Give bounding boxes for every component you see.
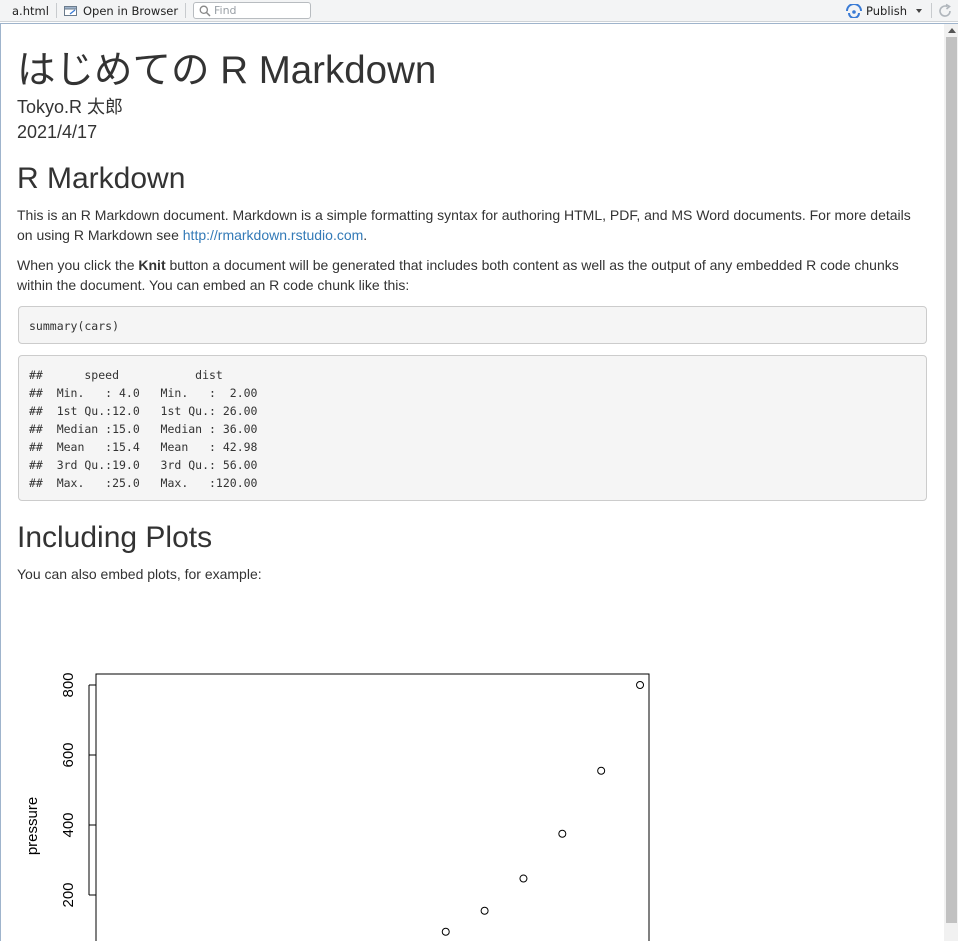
paragraph-knit: When you click the Knit button a documen… xyxy=(17,255,922,295)
code-output: ## speed dist ## Min. : 4.0 Min. : 2.00 … xyxy=(18,355,927,501)
output-line: ## Min. : 4.0 Min. : 2.00 xyxy=(29,386,272,400)
toolbar-separator xyxy=(56,3,57,18)
publish-dropdown-icon[interactable] xyxy=(916,9,922,13)
refresh-icon[interactable] xyxy=(937,3,953,19)
paragraph-knit-after: button a document will be generated that… xyxy=(17,257,899,293)
publish-label: Publish xyxy=(866,4,907,18)
output-line: ## 1st Qu.:12.0 1st Qu.: 26.00 xyxy=(29,404,272,418)
vertical-scrollbar[interactable] xyxy=(944,24,958,941)
section-heading-including-plots: Including Plots xyxy=(17,521,213,554)
data-point xyxy=(597,766,606,775)
data-point xyxy=(480,906,489,915)
data-point xyxy=(636,681,645,689)
paragraph-intro-text: This is an R Markdown document. Markdown… xyxy=(17,207,911,243)
plot-frame xyxy=(95,673,650,941)
section-heading-r-markdown: R Markdown xyxy=(17,162,186,195)
paragraph-intro-end: . xyxy=(363,227,368,243)
paragraph-knit-before: When you click the xyxy=(17,257,139,273)
output-line: ## 3rd Qu.:19.0 3rd Qu.: 56.00 xyxy=(29,458,272,472)
publish-icon xyxy=(846,4,862,18)
search-icon xyxy=(199,5,211,17)
output-line: ## Max. :25.0 Max. :120.00 xyxy=(29,476,272,490)
y-tick-label: 600 xyxy=(60,742,77,767)
open-in-browser-button[interactable]: Open in Browser xyxy=(64,3,178,19)
viewer-toolbar: a.html Open in Browser Publish xyxy=(0,0,958,22)
code-chunk: summary(cars) xyxy=(18,306,927,344)
document-title: はじめての R Markdown xyxy=(17,49,437,92)
y-axis-label: pressure xyxy=(24,797,41,855)
data-point xyxy=(558,829,567,838)
pressure-plot: pressure 200 400 600 800 xyxy=(24,672,650,941)
html-viewer: はじめての R Markdown Tokyo.R 太郎 2021/4/17 R … xyxy=(0,23,958,941)
scroll-up-icon[interactable] xyxy=(948,28,956,33)
data-point xyxy=(519,874,528,883)
open-in-browser-label: Open in Browser xyxy=(83,4,179,18)
paragraph-plots: You can also embed plots, for example: xyxy=(17,566,262,582)
file-name-label: a.html xyxy=(12,4,49,18)
scrollbar-thumb[interactable] xyxy=(946,37,957,923)
document-date: 2021/4/17 xyxy=(17,122,98,142)
knit-bold-text: Knit xyxy=(138,257,166,273)
data-point xyxy=(441,927,450,936)
y-axis: 200 400 600 800 xyxy=(60,672,96,908)
paragraph-intro: This is an R Markdown document. Markdown… xyxy=(17,205,922,245)
toolbar-separator xyxy=(185,3,186,18)
find-box[interactable] xyxy=(193,2,311,19)
rmarkdown-link[interactable]: http://rmarkdown.rstudio.com xyxy=(182,227,364,243)
plot-points xyxy=(441,681,645,936)
output-line: ## speed dist xyxy=(29,368,272,382)
output-line: ## Mean :15.4 Mean : 42.98 xyxy=(29,440,272,454)
toolbar-separator xyxy=(931,3,932,18)
find-input[interactable] xyxy=(214,3,308,18)
document-author: Tokyo.R 太郎 xyxy=(17,97,124,117)
code-text: summary(cars) xyxy=(29,319,120,333)
browser-icon xyxy=(64,6,77,16)
publish-button[interactable]: Publish xyxy=(846,3,907,19)
y-tick-label: 200 xyxy=(60,882,77,907)
y-tick-label: 800 xyxy=(60,672,77,697)
y-tick-label: 400 xyxy=(60,812,77,837)
output-line: ## Median :15.0 Median : 36.00 xyxy=(29,422,272,436)
